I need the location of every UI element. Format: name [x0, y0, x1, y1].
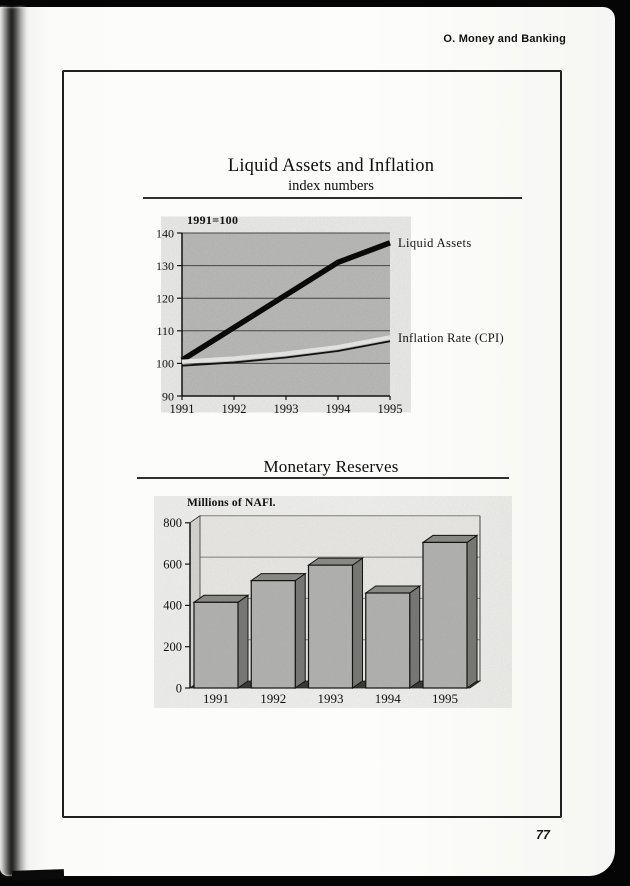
bar-chart-title: Monetary Reserves	[263, 457, 399, 476]
scan-edge-artifact	[11, 869, 65, 881]
book-spine-shadow	[0, 7, 27, 876]
y-axis-title: Millions of NAFl.	[187, 497, 276, 509]
x-tick-label: 1992	[222, 402, 247, 416]
x-tick-label: 1992	[260, 691, 286, 706]
x-tick-label: 1994	[326, 402, 352, 416]
y-tick-label: 90	[162, 389, 174, 403]
y-tick-label: 110	[156, 324, 174, 338]
line-chart-subtitle: index numbers	[288, 178, 374, 194]
y-tick-label: 140	[156, 226, 174, 240]
y-tick-label: 800	[163, 516, 182, 530]
scan-noise-texture	[184, 513, 482, 690]
x-tick-label: 1995	[432, 691, 458, 706]
x-tick-label: 1991	[203, 691, 229, 706]
section-header: O. Money and Banking	[443, 33, 566, 45]
y-tick-label: 0	[176, 681, 182, 695]
x-tick-label: 1994	[375, 691, 402, 706]
x-tick-label: 1991	[170, 402, 195, 416]
x-tick-label: 1993	[318, 691, 344, 706]
axis-note: 1991=100	[187, 213, 238, 227]
title-underline-rule	[143, 197, 522, 199]
legend-liquid-assets: Liquid Assets	[398, 236, 472, 250]
y-tick-label: 130	[156, 259, 174, 273]
y-tick-label: 400	[163, 599, 182, 613]
line-chart-title: Liquid Assets and Inflation	[227, 156, 435, 176]
scan-noise-texture	[182, 233, 390, 396]
y-tick-label: 600	[163, 557, 182, 571]
y-tick-label: 100	[156, 357, 174, 371]
page-number: 77	[536, 828, 550, 842]
figure-box	[62, 70, 562, 818]
x-tick-label: 1993	[274, 402, 299, 416]
paper-page	[0, 7, 615, 876]
x-tick-label: 1995	[378, 402, 403, 416]
legend-inflation-rate: Inflation Rate (CPI)	[398, 331, 504, 345]
y-tick-label: 120	[156, 292, 174, 306]
line-chart: 90 100 110 120 130 140 1991 1992 1993 1994 1995 199…	[156, 213, 504, 416]
y-tick-label: 200	[163, 640, 182, 654]
bar-chart-3d: 0 200 400 600 800 1991 1992 1993 1994 1995 Million…	[163, 497, 482, 706]
title-underline-rule	[137, 477, 509, 479]
